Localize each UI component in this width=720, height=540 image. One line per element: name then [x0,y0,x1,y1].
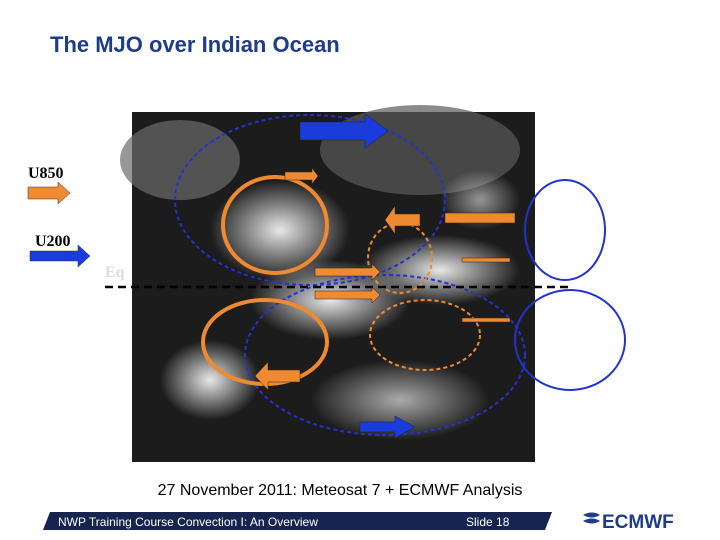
wind-arrows [254,113,516,439]
footer-course: NWP Training Course Convection I: An Ove… [58,515,318,529]
u850-label: U850 [28,165,64,182]
slide-title: The MJO over Indian Ocean [50,32,340,57]
logo: ECMWF [583,512,674,533]
equator-label: Eq [105,264,125,281]
logo-text: ECMWF [602,512,674,533]
footer-bar [43,512,552,530]
u200-arrow [29,244,91,268]
slide-number: Slide 18 [466,515,510,529]
u200-label: U200 [35,233,71,250]
u850-arrow [27,181,71,205]
caption: 27 November 2011: Meteosat 7 + ECMWF Ana… [158,482,523,499]
